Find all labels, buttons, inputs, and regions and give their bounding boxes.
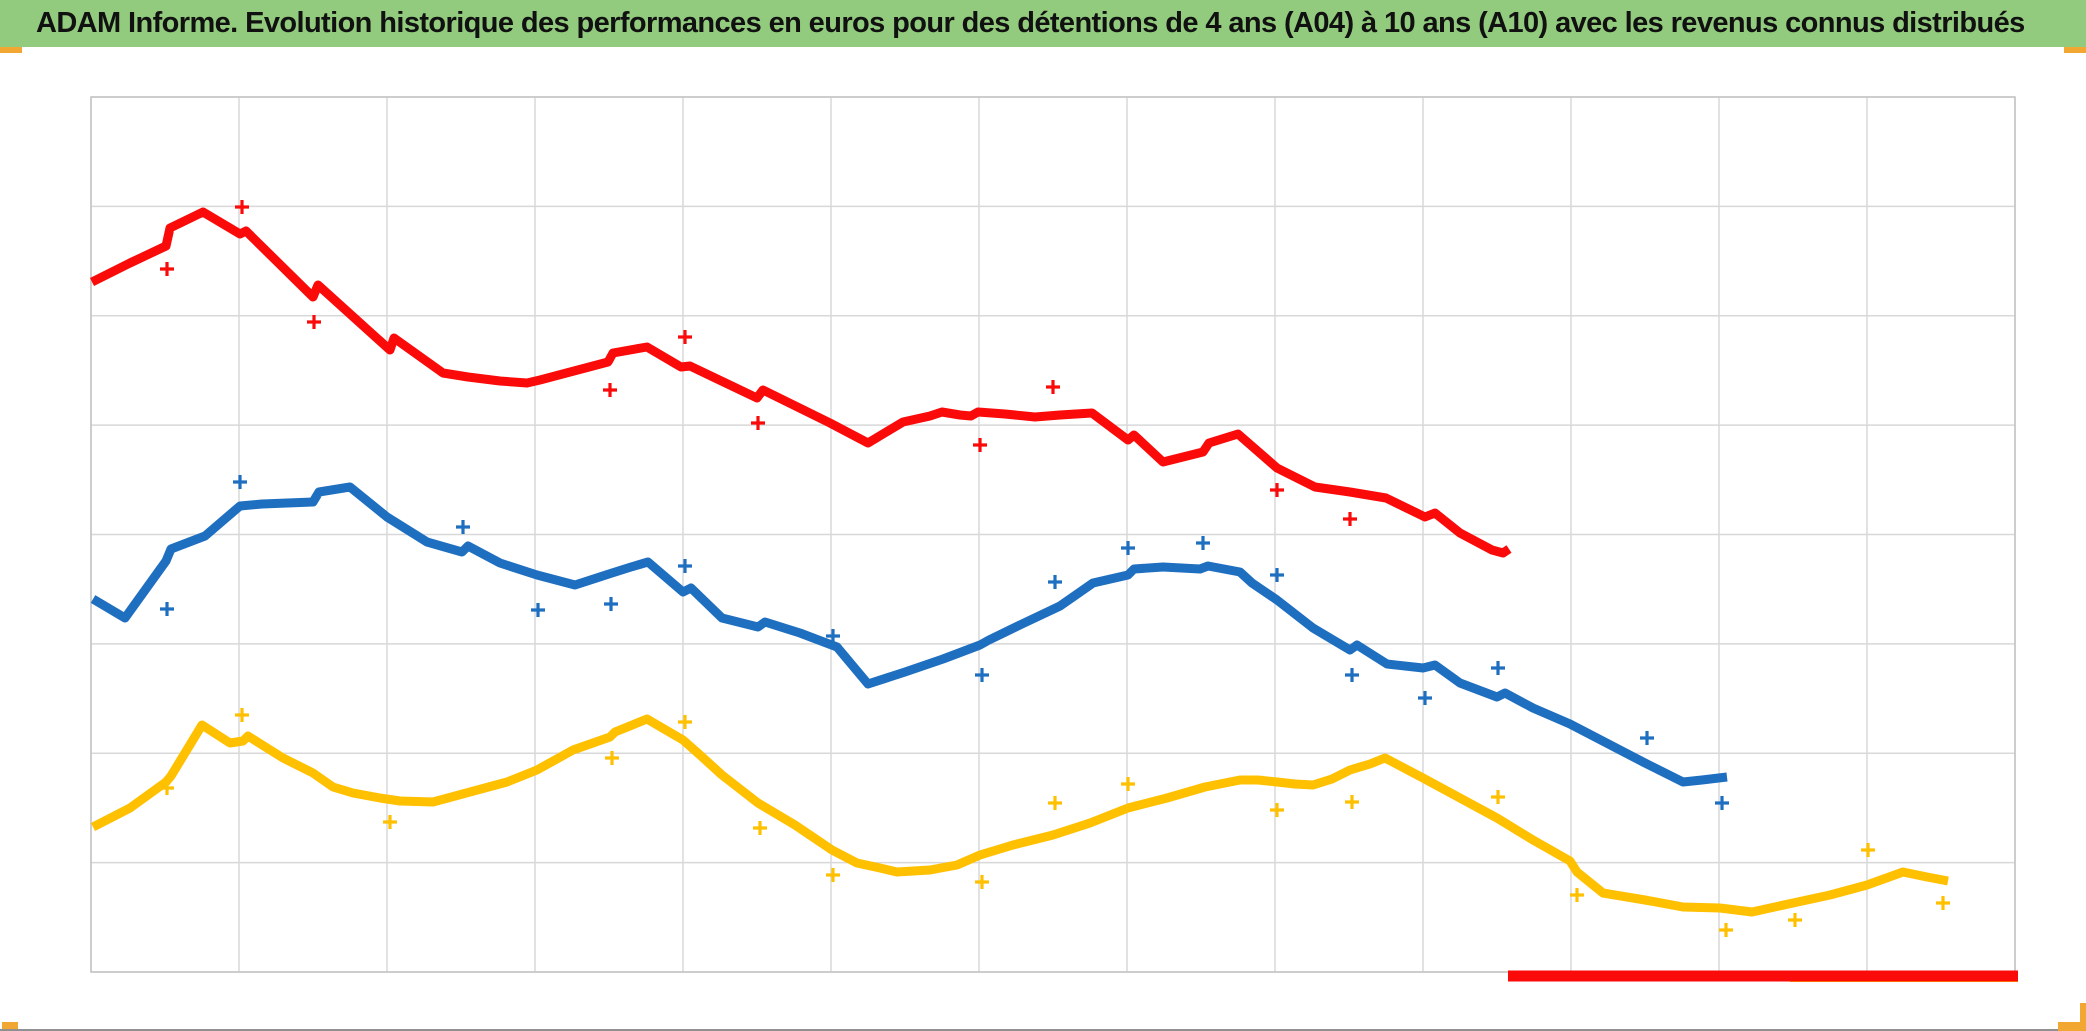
points-isoles-rouges: [160, 200, 1357, 526]
series-courbe-bleue-moyenne: [90, 482, 1728, 787]
series-courbe-rouge-haute: [89, 207, 1512, 558]
chart-grid: [90, 96, 2016, 973]
points-isoles-jaunes: [160, 708, 1950, 937]
page-title: ADAM Informe. Evolution historique des p…: [36, 7, 2025, 39]
series-courbe-jaune-basse: [90, 714, 1949, 917]
plot-border: [90, 96, 2016, 973]
title-bar: ADAM Informe. Evolution historique des p…: [0, 0, 2086, 47]
corner-mark-4: [2080, 1003, 2086, 1031]
corner-mark-2: [2, 1022, 18, 1029]
corner-mark-3: [2058, 1022, 2086, 1031]
corner-mark-0: [0, 47, 22, 53]
bottom-rule: [0, 1029, 2086, 1031]
points-isoles-bleus: [160, 475, 1729, 810]
corner-mark-1: [2064, 47, 2086, 53]
